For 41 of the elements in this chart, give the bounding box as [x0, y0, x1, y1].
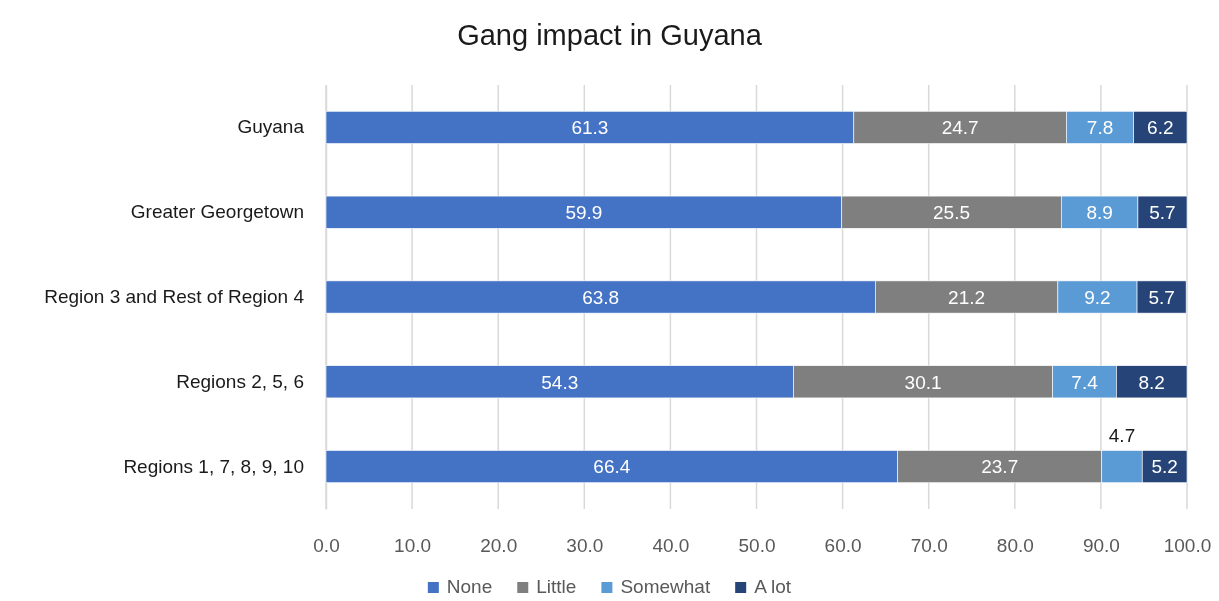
legend-label: A lot [754, 576, 792, 597]
x-tick-label: 100.0 [1163, 535, 1212, 557]
y-tick-label: Regions 2, 5, 6 [176, 370, 304, 392]
data-label: 9.2 [1084, 286, 1111, 308]
x-tick-label: 0.0 [313, 535, 340, 557]
y-tick-label: Greater Georgetown [130, 201, 304, 223]
x-tick-label: 50.0 [738, 535, 776, 557]
data-label: 59.9 [565, 202, 603, 224]
data-label: 54.3 [541, 371, 579, 393]
data-label: 5.2 [1151, 456, 1178, 478]
data-label: 23.7 [981, 456, 1019, 478]
data-label: 8.9 [1086, 202, 1113, 224]
data-label: 61.3 [571, 117, 609, 139]
data-label: 21.2 [948, 286, 986, 308]
y-tick-label: Region 3 and Rest of Region 4 [44, 286, 305, 308]
legend-label: Little [536, 576, 577, 597]
x-tick-label: 90.0 [1082, 535, 1120, 557]
x-tick-label: 40.0 [652, 535, 690, 557]
data-label: 24.7 [941, 117, 979, 139]
data-label: 5.7 [1148, 286, 1175, 308]
x-tick-label: 30.0 [566, 535, 604, 557]
data-label: 8.2 [1138, 371, 1165, 393]
x-tick-label: 20.0 [480, 535, 518, 557]
data-label: 6.2 [1147, 117, 1174, 139]
chart-title: Gang impact in Guyana [457, 19, 763, 51]
x-tick-label: 70.0 [910, 535, 948, 557]
data-label: 4.7 [1108, 425, 1136, 447]
data-label: 66.4 [593, 456, 631, 478]
data-label: 25.5 [933, 202, 971, 224]
legend-label: None [446, 576, 493, 597]
y-tick-label: Regions 1, 7, 8, 9, 10 [123, 455, 304, 477]
x-tick-label: 10.0 [394, 535, 432, 557]
legend-label: Somewhat [620, 576, 711, 597]
data-label: 7.8 [1086, 117, 1114, 139]
x-tick-label: 80.0 [996, 535, 1034, 557]
data-label: 30.1 [904, 371, 942, 393]
data-label: 7.4 [1071, 371, 1099, 393]
data-label: 63.8 [582, 286, 620, 308]
data-label: 5.7 [1149, 202, 1176, 224]
x-tick-label: 60.0 [824, 535, 862, 557]
y-tick-label: Guyana [237, 116, 305, 138]
